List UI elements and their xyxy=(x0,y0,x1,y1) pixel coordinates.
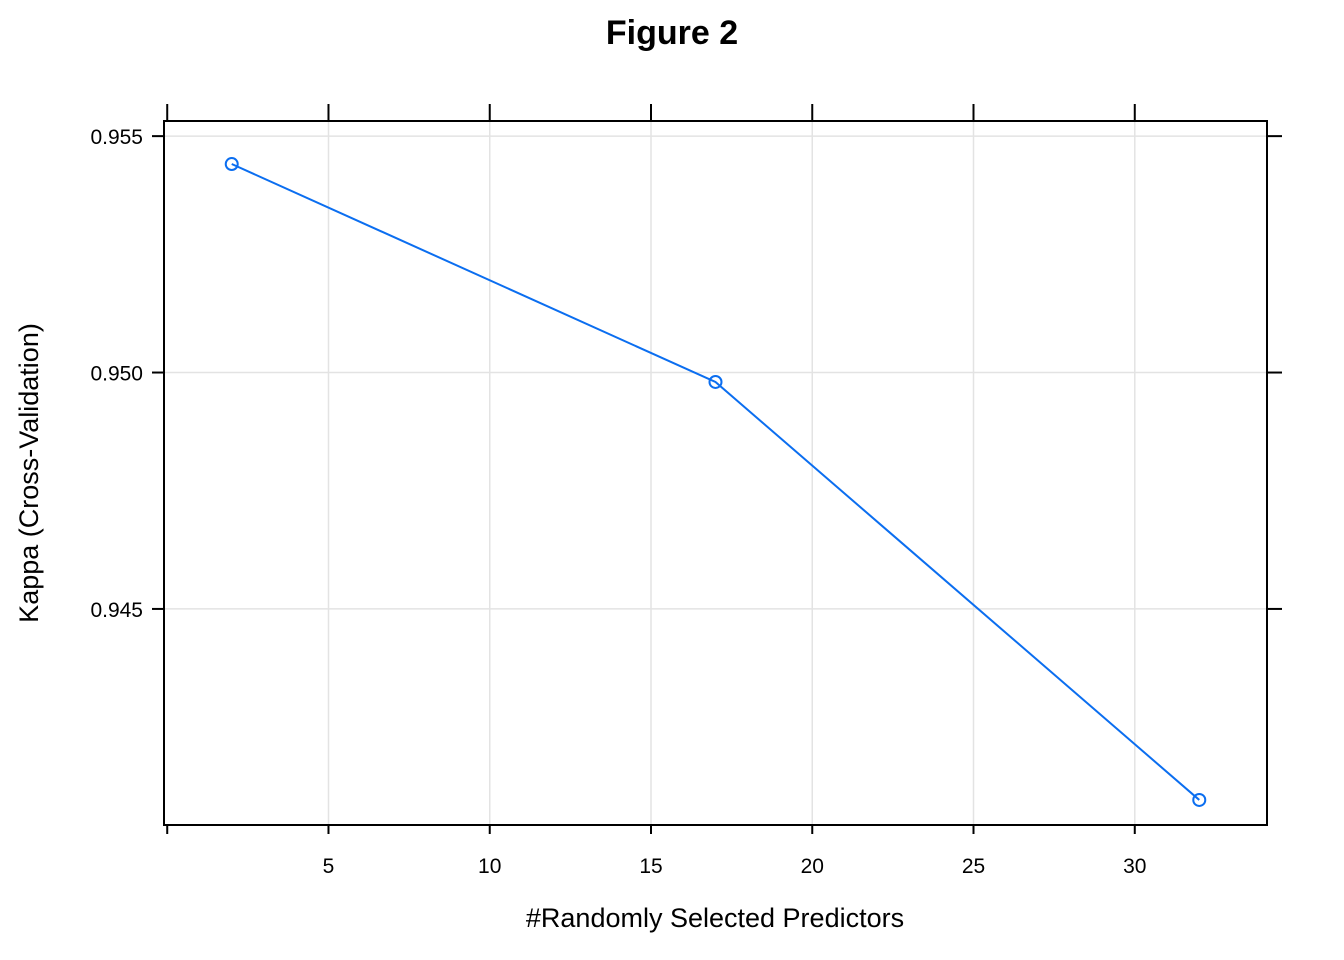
y-tick-label: 0.950 xyxy=(90,363,143,386)
y-tick-label: 0.945 xyxy=(90,599,143,622)
grid xyxy=(164,121,1267,825)
axes: 5 10 15 20 25 30 0.945 0.950 0.955 xyxy=(90,104,1282,878)
y-axis-label: Kappa (Cross-Validation) xyxy=(14,323,44,623)
chart-title: Figure 2 xyxy=(606,14,738,52)
x-tick-label: 30 xyxy=(1123,855,1146,878)
x-tick-label: 15 xyxy=(639,855,662,878)
series-layer xyxy=(224,157,1207,807)
x-tick-label: 5 xyxy=(323,855,335,878)
data-point xyxy=(224,157,239,172)
plot-frame xyxy=(163,120,1268,826)
x-tick-label: 10 xyxy=(478,855,501,878)
y-tick-label: 0.955 xyxy=(90,126,143,149)
series-line xyxy=(231,163,1200,801)
data-point xyxy=(708,374,723,389)
x-axis-label: #Randomly Selected Predictors xyxy=(526,903,904,933)
x-tick-label: 25 xyxy=(962,855,985,878)
data-point xyxy=(1192,792,1207,807)
x-tick-label: 20 xyxy=(801,855,824,878)
